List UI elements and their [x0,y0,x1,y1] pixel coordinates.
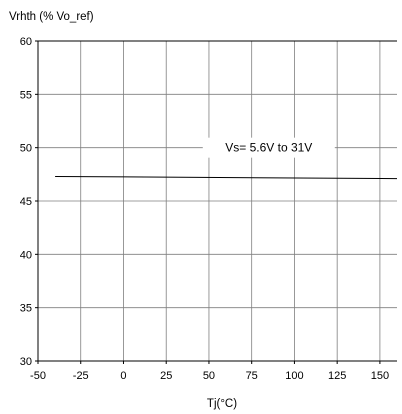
y-tick-label: 60 [20,36,32,48]
plot-frame [35,40,397,364]
annotation-label: Vs= 5.6V to 31V [225,141,312,155]
y-axis-title: Vrhth (% Vo_ref) [9,11,94,23]
x-axis-title: Tj(°C) [207,398,237,410]
x-tick-label: 100 [285,370,303,382]
series-layer [55,175,398,180]
y-tick-labels: 30 35 40 45 50 55 60 [20,36,32,368]
y-tick-label: 55 [20,89,32,101]
x-tick-label: 150 [371,370,389,382]
x-tick-label: 75 [246,370,258,382]
series-line [55,175,398,180]
y-tick-label: 45 [20,196,32,208]
annotations: Vs= 5.6V to 31V [202,137,335,158]
y-tick-label: 50 [20,143,32,155]
x-tick-labels: -50 -25 0 25 50 75 100 125 150 [30,370,389,382]
x-tick-label: -25 [73,370,89,382]
grid [38,41,397,361]
annotation-background [202,137,335,158]
x-tick-label: -50 [30,370,46,382]
y-tick-label: 30 [20,356,32,368]
y-tick-label: 35 [20,303,32,315]
x-tick-label: 0 [120,370,126,382]
x-tick-label: 25 [160,370,172,382]
x-tick-label: 125 [328,370,346,382]
y-tick-label: 40 [20,249,32,261]
x-tick-label: 50 [203,370,215,382]
